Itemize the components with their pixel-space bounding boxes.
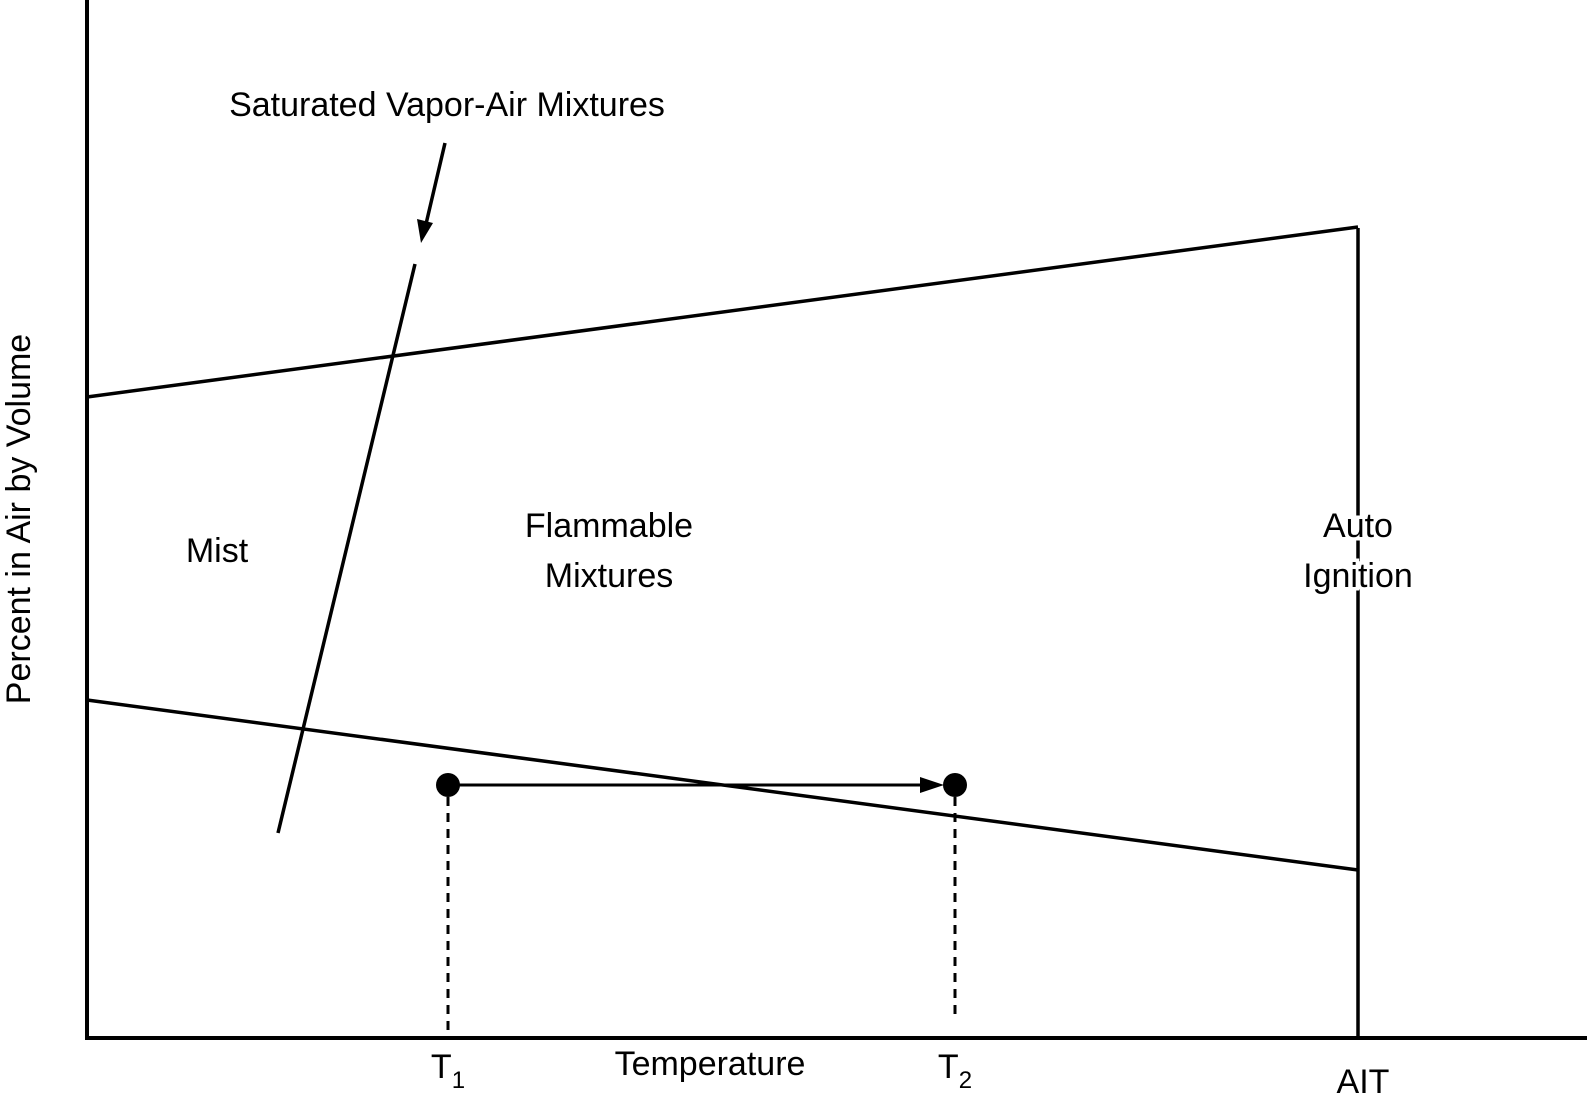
tick-label-t1-main: T [431, 1048, 452, 1086]
auto-ignition-label-line2: Ignition [1303, 557, 1413, 595]
auto-ignition-label: Auto Ignition [1300, 504, 1417, 599]
tick-label-t2-sub: 2 [959, 1067, 972, 1094]
saturated-curve-label: Saturated Vapor-Air Mixtures [229, 86, 665, 124]
heating-arrowhead [920, 777, 944, 793]
point-t2 [943, 773, 967, 797]
saturated-vapor-curve [276, 263, 417, 834]
flammable-region-label-line1: Flammable [525, 507, 693, 545]
tick-label-t2-main: T [938, 1048, 959, 1086]
y-axis-label: Percent in Air by Volume [0, 334, 38, 704]
tick-label-t2: T2 [938, 1048, 972, 1094]
saturated-pointer-arrowhead [417, 219, 433, 243]
x-axis-label: Temperature [615, 1045, 806, 1083]
auto-ignition-label-line1: Auto [1323, 507, 1393, 545]
saturated-pointer-arrow [424, 142, 447, 225]
mist-region-label: Mist [186, 532, 249, 570]
tick-label-ait: AIT [1337, 1063, 1390, 1101]
tick-label-t1-sub: 1 [452, 1067, 465, 1094]
flammable-region-label-line2: Mixtures [545, 557, 673, 595]
tick-label-t1: T1 [431, 1048, 465, 1094]
point-t1 [436, 773, 460, 797]
upper-flammability-limit-line [86, 225, 1359, 399]
